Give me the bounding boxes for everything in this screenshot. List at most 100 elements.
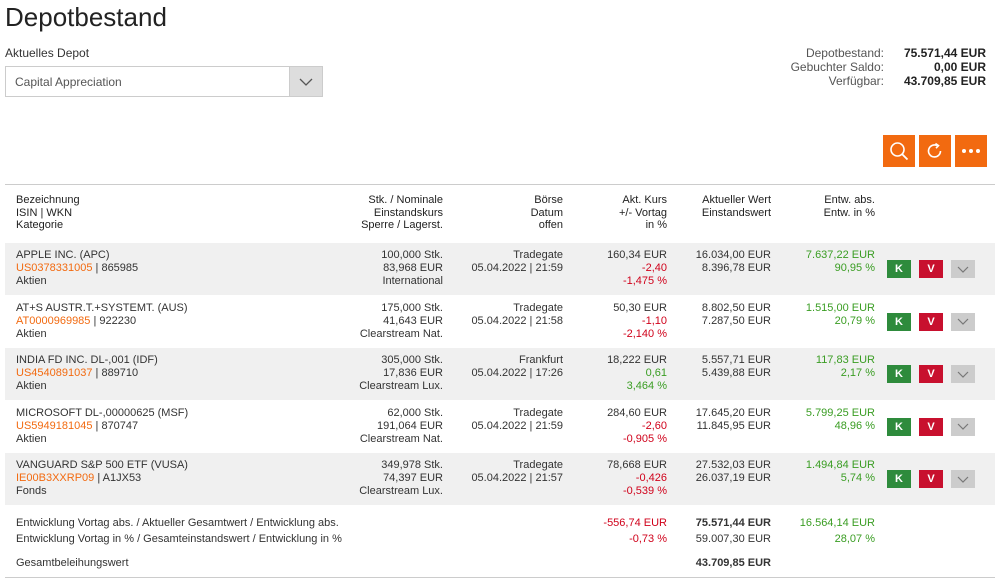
chevron-down-icon[interactable] (289, 67, 322, 96)
sell-button[interactable]: V (919, 417, 943, 436)
position-category: Aktien (16, 327, 47, 340)
position-performance: 117,83 EUR 2,17 % (815, 354, 875, 379)
summary-verfuegbar: Verfügbar: 43.709,85 EUR (791, 74, 986, 88)
position-category: Fonds (16, 485, 47, 497)
position-info: AT+S AUSTR.T.+SYSTEMT. (AUS) AT000096998… (16, 302, 188, 341)
position-exchange: Tradegate 05.04.2022 | 21:58 (471, 301, 563, 327)
buy-button[interactable]: K (887, 365, 911, 383)
position-performance: 1.515,00 EUR 20,79 % (805, 301, 875, 327)
isin-link[interactable]: US0378331005 (16, 262, 93, 274)
sell-button[interactable]: V (919, 312, 943, 331)
position-value: 5.557,71 EUR 5.439,88 EUR (701, 354, 771, 379)
summary-value: 75.571,44 EUR (903, 46, 986, 60)
row-expand-button[interactable] (951, 312, 975, 331)
isin-link[interactable]: US5949181045 (16, 419, 93, 432)
isin-link[interactable]: IE00B3XXRP09 (16, 472, 95, 484)
header-boerse: Börse Datum offen (530, 194, 563, 231)
position-value: 27.532,03 EUR 26.037,19 EUR (695, 459, 771, 484)
position-price: 50,30 EUR -1,10 -2,140 % (613, 301, 667, 340)
header-stueck: Stk. / Nominale Einstandskurs Sperre / L… (361, 194, 443, 231)
summary-depotbestand: Depotbestand: 75.571,44 EUR (791, 46, 986, 60)
position-info: MICROSOFT DL-,00000625 (MSF) US594918104… (16, 407, 188, 446)
more-options-button[interactable] (955, 135, 987, 167)
table-row (5, 243, 995, 295)
table-row (5, 453, 995, 505)
chevron-down-icon (957, 476, 969, 483)
position-ids: IE00B3XXRP09 | A1JX53 (16, 472, 188, 485)
isin-link[interactable]: US4540891037 (16, 367, 93, 379)
footer-perf-abs: 16.564,14 EUR (799, 517, 875, 529)
more-icon (962, 149, 980, 153)
divider (5, 577, 995, 578)
footer-total-value: 75.571,44 EUR (695, 517, 771, 529)
footer-line3-label: Gesamtbeleihungswert (16, 557, 129, 569)
buy-button[interactable]: K (887, 470, 911, 488)
sell-button[interactable]: V (919, 260, 943, 278)
buy-button[interactable]: K (887, 417, 911, 436)
position-exchange: Tradegate 05.04.2022 | 21:57 (471, 459, 563, 484)
row-expand-button[interactable] (951, 417, 975, 436)
header-entwicklung: Entw. abs. Entw. in % (823, 194, 875, 219)
row-expand-button[interactable] (951, 365, 975, 383)
position-name: APPLE INC. (APC) (16, 249, 110, 261)
position-quantity: 62,000 Stk. 191,064 EUR Clearstream Nat. (359, 406, 443, 445)
sell-button[interactable]: V (919, 470, 943, 488)
position-performance: 5.799,25 EUR 48,96 % (805, 406, 875, 432)
position-exchange: Tradegate 05.04.2022 | 21:59 (471, 249, 563, 274)
wkn: | 870747 (95, 419, 139, 432)
position-info: APPLE INC. (APC) US0378331005 | 865985 A… (16, 249, 138, 288)
chevron-down-icon (957, 318, 969, 325)
wkn: | 865985 (95, 262, 139, 274)
summary-label: Depotbestand: (805, 46, 884, 60)
header-bezeichnung: Bezeichnung ISIN | WKN Kategorie (16, 194, 80, 231)
row-expand-button[interactable] (951, 260, 975, 278)
position-exchange: Frankfurt 05.04.2022 | 17:26 (471, 354, 563, 379)
position-ids: US4540891037 | 889710 (16, 367, 158, 380)
footer-line2-label: Entwicklung Vortag in % / Gesamteinstand… (16, 533, 342, 545)
position-ids: US5949181045 | 870747 (16, 420, 188, 433)
header-akt-kurs: Akt. Kurs +/- Vortag in % (618, 194, 667, 231)
position-performance: 7.637,22 EUR 90,95 % (805, 249, 875, 274)
footer-change-abs: -556,74 EUR (603, 517, 667, 529)
wkn: | 922230 (93, 314, 137, 327)
summary-saldo: Gebuchter Saldo: 0,00 EUR (791, 60, 986, 74)
footer-total-cost: 59.007,30 EUR (695, 533, 771, 545)
isin-link[interactable]: AT0000969985 (16, 314, 91, 327)
wkn: | 889710 (95, 367, 139, 379)
position-quantity: 100,000 Stk. 83,968 EUR International (381, 249, 443, 287)
buy-button[interactable]: K (887, 312, 911, 331)
summary-label: Verfügbar: (828, 74, 884, 88)
position-name: INDIA FD INC. DL-,001 (IDF) (16, 354, 158, 366)
position-value: 16.034,00 EUR 8.396,78 EUR (695, 249, 771, 274)
sell-button[interactable]: V (919, 365, 943, 383)
position-category: Aktien (16, 275, 47, 287)
row-expand-button[interactable] (951, 470, 975, 488)
position-value: 17.645,20 EUR 11.845,95 EUR (695, 406, 771, 432)
position-info: INDIA FD INC. DL-,001 (IDF) US4540891037… (16, 354, 158, 393)
chevron-down-icon (957, 266, 969, 273)
position-category: Aktien (16, 380, 47, 392)
table-row (5, 348, 995, 400)
position-quantity: 305,000 Stk. 17,836 EUR Clearstream Lux. (359, 354, 443, 392)
search-icon (890, 142, 909, 161)
refresh-icon (927, 142, 942, 158)
footer-line1-label: Entwicklung Vortag abs. / Aktueller Gesa… (16, 517, 339, 529)
position-price: 78,668 EUR -0,426 -0,539 % (607, 459, 667, 497)
buy-button[interactable]: K (887, 260, 911, 278)
position-ids: AT0000969985 | 922230 (16, 315, 188, 328)
refresh-button[interactable] (919, 135, 951, 167)
depot-label: Aktuelles Depot (5, 46, 90, 60)
search-button[interactable] (883, 135, 915, 167)
position-exchange: Tradegate 05.04.2022 | 21:59 (471, 406, 563, 432)
footer-change-pct: -0,73 % (629, 533, 667, 545)
position-name: AT+S AUSTR.T.+SYSTEMT. (AUS) (16, 301, 188, 314)
divider (5, 184, 995, 185)
wkn: | A1JX53 (97, 472, 142, 484)
footer-perf-pct: 28,07 % (834, 533, 875, 545)
depot-select-value: Capital Appreciation (15, 75, 122, 89)
position-price: 160,34 EUR -2,40 -1,475 % (607, 249, 667, 287)
depot-select[interactable]: Capital Appreciation (5, 66, 323, 97)
position-info: VANGUARD S&P 500 ETF (VUSA) IE00B3XXRP09… (16, 459, 188, 498)
summary-label: Gebuchter Saldo: (790, 60, 884, 74)
position-price: 18,222 EUR 0,61 3,464 % (607, 354, 667, 392)
